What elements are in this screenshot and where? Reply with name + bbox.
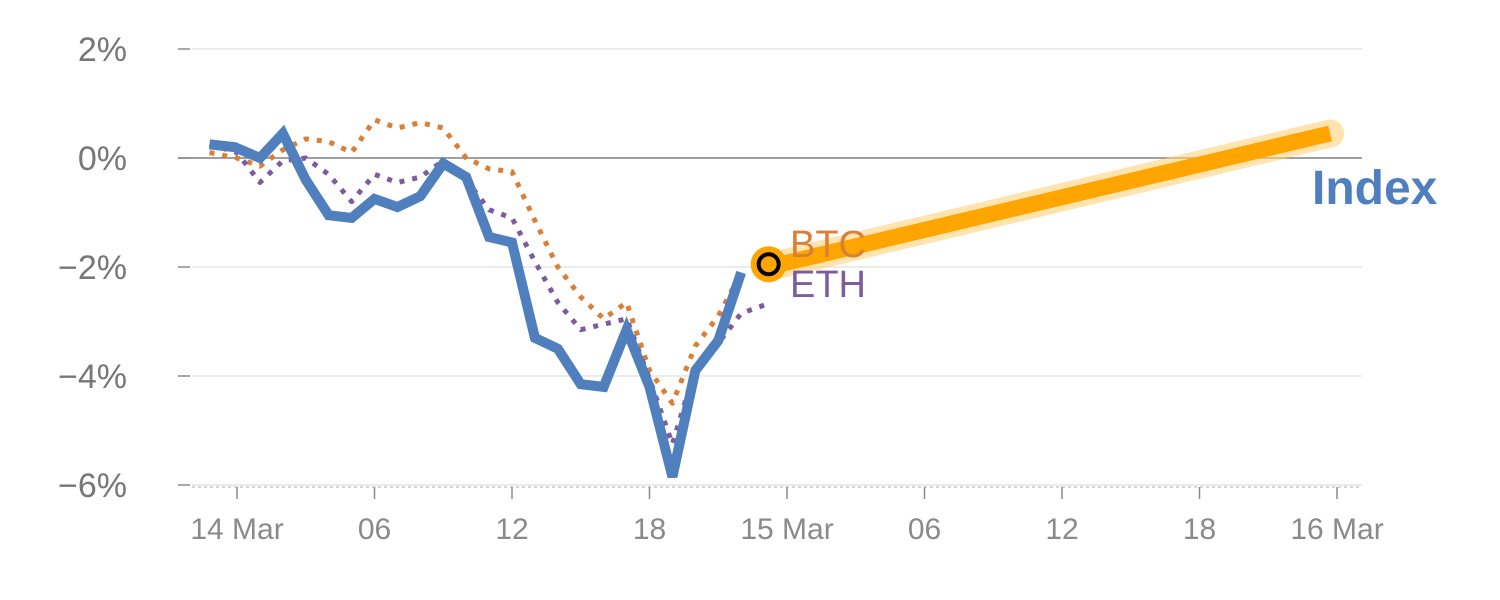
y-axis: 2% 0% −2% −4% −6% — [58, 31, 190, 505]
y-tick-label: −2% — [58, 249, 127, 287]
y-tick-label: −4% — [58, 358, 127, 396]
grid-lines — [178, 48, 1362, 486]
x-tick-label: 12 — [1045, 513, 1078, 546]
current-marker — [756, 252, 781, 277]
x-tick-label: 15 Mar — [740, 513, 833, 546]
series-index-line — [208, 124, 746, 479]
series-labels: BTC ETH Index — [790, 162, 1438, 306]
x-tick-label: 12 — [495, 513, 528, 546]
series-eth-line — [208, 141, 765, 447]
y-tick-label: 2% — [78, 31, 127, 69]
x-tick-label: 16 Mar — [1290, 513, 1383, 546]
x-axis: 14 Mar 06 12 18 15 Mar 06 12 18 16 Mar — [190, 486, 1384, 546]
x-tick-label: 18 — [633, 513, 666, 546]
y-tick-label: −6% — [58, 467, 127, 505]
series-btc-line — [209, 117, 744, 406]
current-marker-group — [750, 246, 787, 283]
x-tick-label: 06 — [358, 513, 391, 546]
projection-line — [766, 125, 1332, 275]
btc-label: BTC — [790, 224, 866, 266]
x-tick-label: 06 — [908, 513, 941, 546]
x-tick-label: 18 — [1183, 513, 1216, 546]
current-marker-halo — [750, 246, 787, 283]
eth-label: ETH — [790, 264, 866, 306]
index-label: Index — [1312, 162, 1438, 215]
series-lines — [208, 117, 1345, 479]
y-tick-label: 0% — [78, 140, 127, 178]
x-tick-label: 14 Mar — [190, 513, 283, 546]
